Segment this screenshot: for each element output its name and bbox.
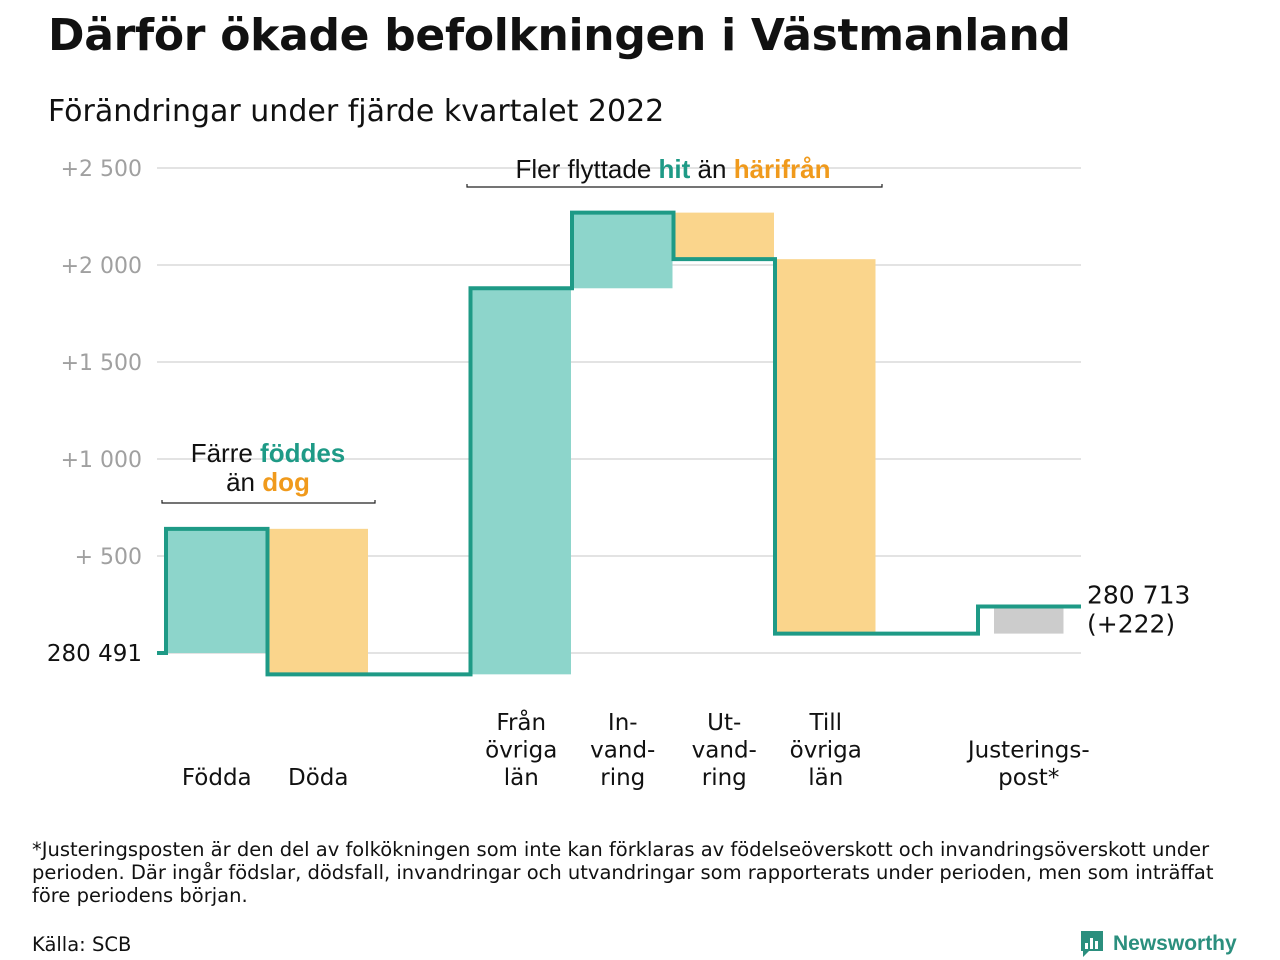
bar-födda (167, 528, 267, 653)
annotation-text-part: än (690, 154, 733, 184)
x-category-label: In- (608, 710, 638, 736)
end-change-label: (+222) (1087, 609, 1175, 638)
x-category-label: Döda (288, 765, 348, 791)
brand-name: Newsworthy (1113, 932, 1237, 955)
x-category-label: Från (496, 708, 546, 736)
annotation-text-part: härifrån (734, 154, 831, 184)
brand-logo: Newsworthy (1079, 929, 1237, 959)
annotation-text-part: än (226, 467, 262, 497)
x-category-label: ring (702, 765, 747, 791)
waterfall-chart: + 500 +1 000 +1 500 +2 000 +2 500 280 491 280 … (47, 154, 1191, 791)
bar-invandring (573, 212, 673, 289)
chart-subtitle: Förändringar under fjärde kvartalet 2022 (48, 94, 665, 129)
bar-döda (268, 528, 368, 675)
annotation-text-part: Fler flyttade (515, 154, 658, 184)
bar-till-övriga-län (776, 259, 876, 634)
x-category-label: Till (808, 710, 842, 736)
end-value-label: 280 713 (1087, 580, 1190, 609)
annotation-births-deaths-line1: Färre föddes (191, 438, 346, 468)
y-tick-label: +1 500 (61, 351, 142, 376)
x-category-label: Justerings- (966, 738, 1090, 764)
x-category-label: övriga (790, 738, 862, 764)
x-category-label: vand- (590, 738, 655, 764)
annotation-text-part: hit (659, 154, 691, 184)
annotation-text-part: Färre (191, 438, 260, 468)
x-category-label: vand- (692, 738, 757, 764)
y-tick-label: +2 500 (61, 157, 142, 182)
annotation-births-deaths-line2: än dog (226, 467, 310, 497)
x-category-label: post* (998, 765, 1059, 791)
newsworthy-logo-icon (1081, 931, 1103, 957)
bar-från-övriga-län (471, 288, 571, 675)
annotation-migration-line1: Fler flyttade hit än härifrån (515, 154, 830, 184)
annotation-text-part: dog (262, 467, 310, 497)
x-category-label: län (808, 765, 843, 791)
x-category-label: län (504, 765, 539, 791)
bar-justeringspost- (994, 606, 1064, 634)
source-label: Källa: SCB (32, 933, 132, 956)
y-tick-label: + 500 (75, 545, 142, 570)
annotation-bracket-migration (466, 184, 883, 188)
footnote: *Justeringsposten är den del av folkökni… (32, 838, 1214, 907)
x-category-label: ring (600, 765, 645, 791)
y-tick-label: +2 000 (61, 254, 142, 279)
annotation-text-part: föddes (260, 438, 345, 468)
y-tick-label: +1 000 (61, 448, 142, 473)
bar-utvandring (674, 212, 774, 260)
x-category-label: övriga (485, 738, 557, 764)
annotation-bracket-births-deaths (161, 500, 376, 504)
cumulative-step-line (157, 210, 1081, 677)
chart-title: Därför ökade befolkningen i Västmanland (48, 10, 1071, 61)
x-category-label: Ut- (707, 710, 741, 736)
start-value-label: 280 491 (47, 641, 142, 667)
x-category-label: Födda (182, 765, 252, 791)
